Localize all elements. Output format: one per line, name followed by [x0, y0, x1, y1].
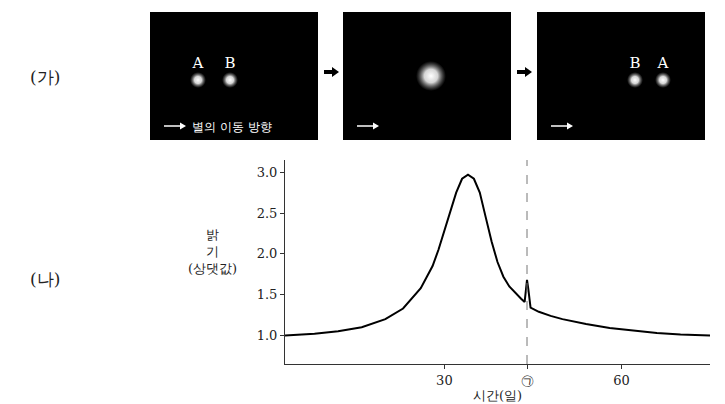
- svg-text:1.0: 1.0: [257, 328, 278, 343]
- svg-text:2.0: 2.0: [257, 246, 278, 261]
- html-text:(나): (나): [30, 269, 61, 289]
- svg-text:30: 30: [436, 373, 453, 388]
- html-text:(가): (가): [30, 67, 61, 87]
- svg-text:별의 이동 방향: 별의 이동 방향: [192, 120, 272, 134]
- svg-text:밝기(상댓값): 밝기(상댓값): [188, 227, 237, 276]
- svg-text:B: B: [629, 54, 640, 72]
- svg-text:A: A: [192, 54, 204, 72]
- svg-text:A: A: [657, 54, 669, 72]
- svg-text:1.5: 1.5: [257, 287, 278, 302]
- svg-text:60: 60: [613, 373, 630, 388]
- svg-text:B: B: [224, 54, 235, 72]
- svg-text:3.0: 3.0: [257, 165, 278, 180]
- svg-text:2.5: 2.5: [257, 206, 278, 221]
- svg-text:시간(일): 시간(일): [473, 388, 522, 403]
- svg-text:㉠: ㉠: [521, 373, 534, 388]
